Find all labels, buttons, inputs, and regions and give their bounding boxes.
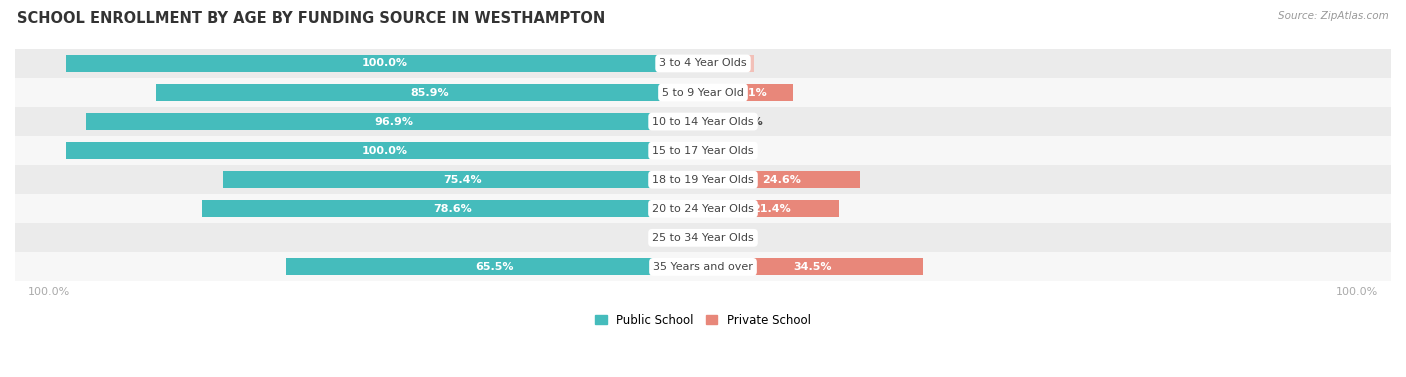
Text: 18 to 19 Year Olds: 18 to 19 Year Olds	[652, 175, 754, 185]
Bar	[15, 252, 1391, 281]
Text: 3.1%: 3.1%	[733, 116, 763, 127]
Text: 0.0%: 0.0%	[659, 233, 690, 243]
Text: SCHOOL ENROLLMENT BY AGE BY FUNDING SOURCE IN WESTHAMPTON: SCHOOL ENROLLMENT BY AGE BY FUNDING SOUR…	[17, 11, 605, 26]
Bar	[156, 84, 703, 101]
Bar	[15, 49, 1391, 78]
Bar	[202, 200, 703, 217]
Bar	[285, 259, 703, 275]
Bar	[703, 113, 723, 130]
Bar	[15, 78, 1391, 107]
Bar	[222, 171, 703, 188]
Bar	[703, 55, 754, 72]
Text: 65.5%: 65.5%	[475, 262, 513, 272]
Bar	[703, 229, 754, 246]
Bar	[652, 229, 703, 246]
Text: 25 to 34 Year Olds: 25 to 34 Year Olds	[652, 233, 754, 243]
Bar	[15, 165, 1391, 194]
Bar	[15, 136, 1391, 165]
Bar	[703, 171, 859, 188]
Text: 21.4%: 21.4%	[752, 204, 790, 214]
Text: 10 to 14 Year Olds: 10 to 14 Year Olds	[652, 116, 754, 127]
Text: 100.0%: 100.0%	[361, 58, 408, 69]
Text: 14.1%: 14.1%	[728, 87, 768, 98]
Text: 78.6%: 78.6%	[433, 204, 472, 214]
Bar	[703, 200, 839, 217]
Bar	[703, 142, 754, 159]
Text: 100.0%: 100.0%	[361, 146, 408, 156]
Bar	[15, 194, 1391, 223]
Text: 75.4%: 75.4%	[443, 175, 482, 185]
Text: Source: ZipAtlas.com: Source: ZipAtlas.com	[1278, 11, 1389, 21]
Text: 0.0%: 0.0%	[716, 233, 747, 243]
Text: 34.5%: 34.5%	[793, 262, 832, 272]
Bar	[86, 113, 703, 130]
Text: 15 to 17 Year Olds: 15 to 17 Year Olds	[652, 146, 754, 156]
Bar	[15, 107, 1391, 136]
Text: 85.9%: 85.9%	[411, 87, 449, 98]
Bar	[703, 259, 922, 275]
Bar	[66, 142, 703, 159]
Text: 100.0%: 100.0%	[1336, 287, 1378, 297]
Text: 24.6%: 24.6%	[762, 175, 801, 185]
Bar	[703, 84, 793, 101]
Text: 0.0%: 0.0%	[716, 146, 747, 156]
Text: 0.0%: 0.0%	[716, 58, 747, 69]
Legend: Public School, Private School: Public School, Private School	[595, 314, 811, 326]
Text: 3 to 4 Year Olds: 3 to 4 Year Olds	[659, 58, 747, 69]
Text: 20 to 24 Year Olds: 20 to 24 Year Olds	[652, 204, 754, 214]
Text: 100.0%: 100.0%	[28, 287, 70, 297]
Bar	[66, 55, 703, 72]
Bar	[15, 223, 1391, 252]
Text: 35 Years and over: 35 Years and over	[652, 262, 754, 272]
Text: 96.9%: 96.9%	[375, 116, 413, 127]
Text: 5 to 9 Year Old: 5 to 9 Year Old	[662, 87, 744, 98]
